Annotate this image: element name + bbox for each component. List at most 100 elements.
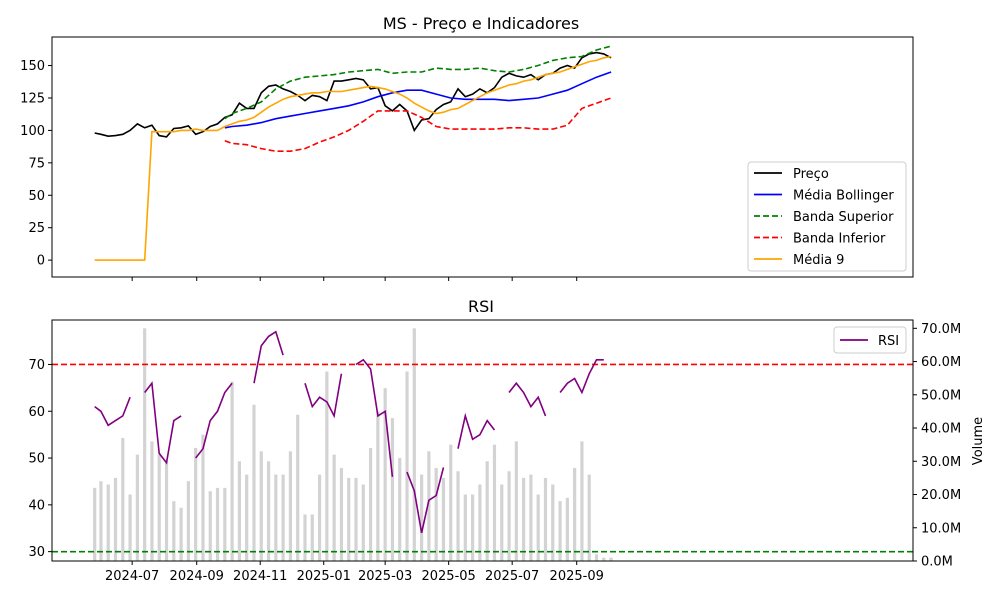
- legend-label-banda-inferior: Banda Inferior: [793, 232, 886, 247]
- price-chart-title: MS - Preço e Indicadores: [383, 14, 579, 33]
- rsi-x-axis: 2024-07 2024-09 2024-11 2025-01 2025-03 2025-…: [105, 561, 604, 584]
- volume-bar: [215, 487, 220, 561]
- volume-bar: [434, 467, 438, 561]
- volume-bar: [390, 418, 395, 561]
- volume-bar: [354, 477, 358, 561]
- rsi-series-group: [94, 330, 604, 534]
- volume-bar: [223, 487, 227, 561]
- volume-y-tick-label: 30.0M: [921, 455, 961, 470]
- media-9-line: [94, 55, 612, 261]
- price-indicators-panel: MS - Preço e Indicadores 0 25 50 75 100 125 15…: [20, 14, 914, 281]
- volume-bar: [208, 491, 212, 561]
- volume-bar: [573, 467, 577, 561]
- volume-y-tick-label: 40.0M: [921, 422, 961, 437]
- volume-bar: [121, 438, 125, 561]
- volume-bar: [383, 388, 387, 561]
- volume-bar: [602, 557, 606, 561]
- rsi-y-tick-label: 70: [28, 358, 45, 373]
- volume-axis-label: Volume: [971, 417, 986, 465]
- volume-y-tick-label: 70.0M: [921, 322, 961, 337]
- volume-bar: [296, 414, 300, 561]
- volume-bar: [536, 494, 540, 561]
- volume-y-axis: 0.0M 10.0M 20.0M 30.0M 40.0M 50.0M 60.0M 70.0M: [913, 322, 961, 570]
- volume-bar: [507, 471, 511, 561]
- price-y-tick-label: 150: [20, 59, 45, 74]
- legend-label-media-9: Média 9: [793, 253, 844, 268]
- volume-bar: [609, 557, 613, 561]
- volume-bar: [128, 494, 132, 561]
- volume-bar: [179, 507, 183, 561]
- media-bollinger-line: [224, 71, 612, 129]
- volume-y-tick-label: 60.0M: [921, 355, 961, 370]
- volume-bar: [172, 501, 176, 561]
- rsi-line-segment-4: [253, 330, 284, 384]
- volume-bar: [398, 457, 402, 561]
- volume-bar: [529, 474, 533, 561]
- rsi-legend: RSI: [833, 326, 907, 354]
- rsi-y-axis: 30 40 50 60 70: [28, 358, 52, 560]
- volume-bar: [419, 474, 424, 561]
- volume-bar: [310, 514, 314, 561]
- volume-bar: [93, 487, 97, 561]
- volume-bar: [551, 484, 555, 561]
- volume-bar: [478, 484, 482, 561]
- volume-bar: [427, 451, 431, 561]
- volume-bar: [368, 447, 373, 561]
- volume-bar: [449, 444, 453, 561]
- price-y-tick-label: 75: [28, 156, 45, 171]
- volume-bar: [558, 501, 562, 561]
- volume-bar: [150, 441, 154, 561]
- banda-superior-line: [224, 45, 612, 120]
- rsi-line-segment-2: [144, 381, 182, 465]
- x-tick-label: 2025-03: [358, 569, 412, 584]
- x-tick-label: 2024-11: [233, 569, 287, 584]
- volume-bar: [332, 454, 336, 561]
- price-y-tick-label: 0: [37, 254, 45, 269]
- volume-bar: [113, 477, 118, 561]
- price-y-tick-label: 100: [20, 124, 45, 139]
- rsi-line-segment-3: [195, 382, 233, 459]
- x-tick-label: 2024-07: [105, 569, 159, 584]
- volume-bar: [135, 454, 139, 561]
- volume-bar: [99, 481, 103, 561]
- rsi-y-tick-label: 50: [28, 452, 45, 467]
- volume-bar: [303, 514, 307, 561]
- volume-bar: [259, 451, 263, 561]
- legend-label-preco: Preço: [793, 167, 829, 182]
- legend-label-banda-superior: Banda Superior: [793, 210, 894, 225]
- legend-label-media-bollinger: Média Bollinger: [793, 189, 894, 204]
- price-legend-box: [747, 161, 907, 272]
- volume-y-tick-label: 10.0M: [921, 521, 961, 536]
- volume-bar: [514, 441, 518, 561]
- volume-y-tick-label: 50.0M: [921, 388, 961, 403]
- volume-bar: [500, 484, 504, 561]
- x-tick-label: 2025-07: [485, 569, 539, 584]
- volume-bar: [492, 444, 497, 561]
- volume-bar: [347, 477, 351, 561]
- price-plot-frame: [51, 36, 914, 278]
- price-y-tick-label: 25: [28, 221, 45, 236]
- volume-bar: [266, 461, 271, 561]
- volume-bar: [237, 461, 242, 561]
- rsi-y-tick-label: 30: [28, 545, 45, 560]
- rsi-line-segment-9: [508, 381, 547, 417]
- rsi-line-segment-10: [559, 358, 604, 395]
- volume-bar: [543, 477, 548, 561]
- rsi-y-tick-label: 60: [28, 405, 45, 420]
- volume-y-tick-label: 0.0M: [921, 555, 953, 570]
- x-tick-label: 2025-09: [550, 569, 604, 584]
- volume-bar: [376, 411, 380, 561]
- volume-bar: [143, 328, 147, 561]
- rsi-line-segment-8: [457, 412, 496, 449]
- price-series-group: [94, 45, 612, 261]
- banda-inferior-line: [224, 97, 612, 152]
- volume-bar: [522, 477, 526, 561]
- rsi-y-tick-label: 40: [28, 498, 45, 513]
- volume-bar: [405, 371, 409, 561]
- volume-bar: [245, 474, 249, 561]
- volume-bar: [201, 434, 205, 561]
- volume-bar: [565, 497, 569, 561]
- volume-bar: [106, 484, 110, 561]
